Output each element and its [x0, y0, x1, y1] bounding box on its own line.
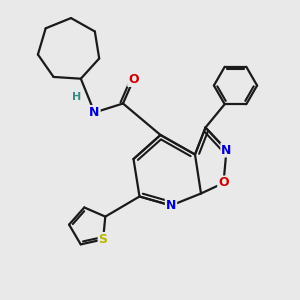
Text: N: N: [166, 199, 176, 212]
Text: N: N: [221, 143, 232, 157]
Text: H: H: [72, 92, 81, 103]
Text: S: S: [99, 233, 108, 246]
Text: O: O: [218, 176, 229, 190]
Text: N: N: [89, 106, 100, 119]
Text: O: O: [128, 73, 139, 86]
